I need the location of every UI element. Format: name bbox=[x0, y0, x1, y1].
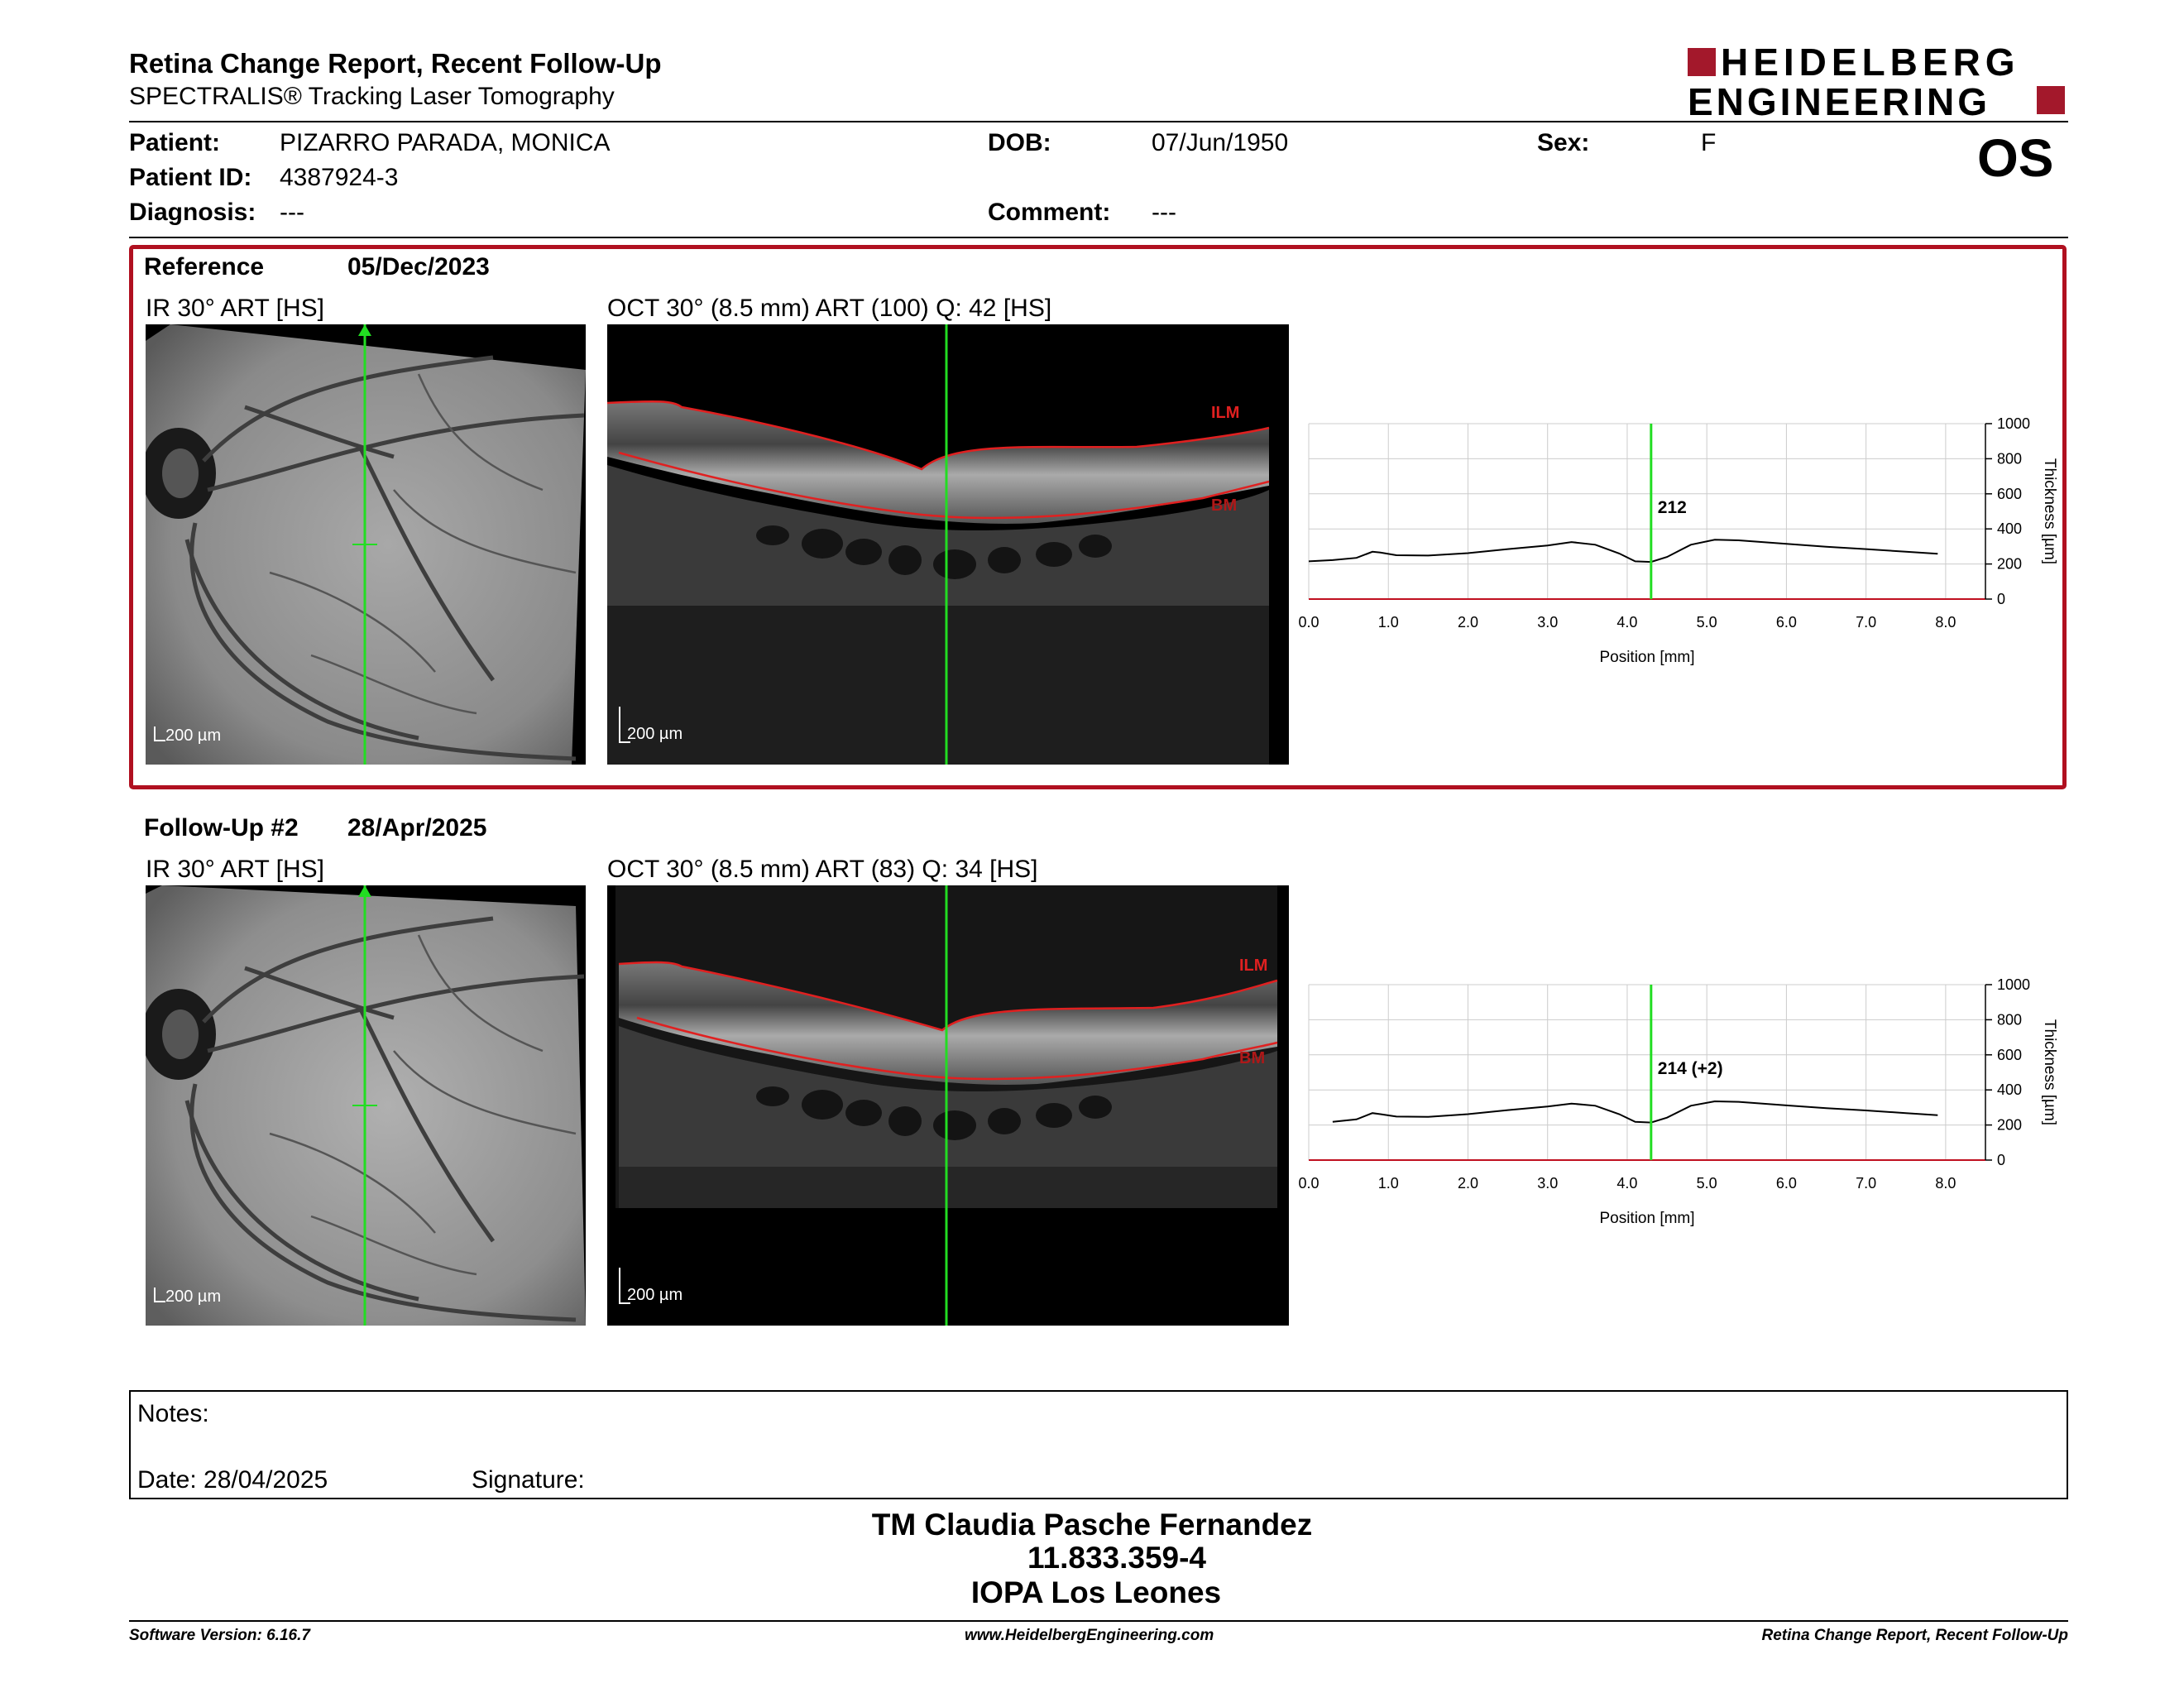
x-tick-label: 0.0 bbox=[1298, 1175, 1319, 1192]
notes-date: Date: 28/04/2025 bbox=[137, 1466, 328, 1494]
cursor-value-label: 212 bbox=[1658, 498, 1687, 517]
x-tick-label: 2.0 bbox=[1458, 1175, 1478, 1192]
x-tick-label: 3.0 bbox=[1537, 1175, 1558, 1192]
comment-label: Comment: bbox=[988, 199, 1111, 226]
fu-ir-scalebar: 200 µm bbox=[165, 1288, 222, 1306]
report-title: Retina Change Report, Recent Follow-Up bbox=[129, 48, 662, 79]
x-tick-label: 4.0 bbox=[1616, 1175, 1637, 1192]
signer-name: TM Claudia Pasche Fernandez bbox=[871, 1508, 1313, 1542]
x-tick-label: 8.0 bbox=[1935, 614, 1956, 631]
ref-ir-scalebar: 200 µm bbox=[165, 727, 222, 745]
fu-ir-caption: IR 30° ART [HS] bbox=[146, 856, 324, 883]
ref-ir-caption: IR 30° ART [HS] bbox=[146, 295, 324, 322]
ref-bm-label: BM bbox=[1211, 496, 1238, 515]
y-tick-label: 200 bbox=[1997, 1117, 2022, 1134]
ref-ilm-label: ILM bbox=[1211, 404, 1240, 422]
ref-ir-fundus-image[interactable]: 200 µm bbox=[141, 324, 586, 765]
followup-date: 28/Apr/2025 bbox=[347, 814, 487, 842]
y-tick-label: 1000 bbox=[1997, 415, 2030, 432]
x-tick-label: 8.0 bbox=[1935, 1175, 1956, 1192]
x-tick-label: 1.0 bbox=[1378, 1175, 1399, 1192]
x-tick-label: 5.0 bbox=[1697, 614, 1717, 631]
ref-thickness-chart: 0.0 1.0 2.0 3.0 4.0 5.0 6.0 7.0 8.0 0 200 400 600 800… bbox=[1298, 415, 2058, 666]
patient-id-label: Patient ID: bbox=[129, 164, 252, 191]
reference-label: Reference bbox=[144, 253, 265, 281]
x-tick-label: 1.0 bbox=[1378, 614, 1399, 631]
x-axis-label: Position [mm] bbox=[1599, 1210, 1694, 1227]
signature-label: Signature: bbox=[472, 1466, 585, 1494]
cursor-value-label: 214 (+2) bbox=[1658, 1059, 1723, 1078]
x-axis-label: Position [mm] bbox=[1599, 649, 1694, 666]
footer-website-link[interactable]: www.HeidelbergEngineering.com bbox=[965, 1627, 1214, 1644]
sex-label: Sex: bbox=[1537, 129, 1590, 156]
x-tick-label: 3.0 bbox=[1537, 614, 1558, 631]
patient-name: PIZARRO PARADA, MONICA bbox=[280, 129, 611, 156]
y-axis-label: Thickness [µm] bbox=[2041, 458, 2058, 564]
y-tick-label: 1000 bbox=[1997, 976, 2030, 993]
fu-thickness-chart: 0.0 1.0 2.0 3.0 4.0 5.0 6.0 7.0 8.0 0 200 400 600 800… bbox=[1298, 976, 2058, 1227]
fu-ilm-label: ILM bbox=[1239, 957, 1268, 975]
y-tick-label: 600 bbox=[1997, 486, 2022, 502]
eye-indicator: OS bbox=[1977, 128, 2054, 188]
fu-oct-caption: OCT 30° (8.5 mm) ART (83) Q: 34 [HS] bbox=[607, 856, 1038, 883]
footer-report-name: Retina Change Report, Recent Follow-Up bbox=[1761, 1627, 2068, 1644]
y-tick-label: 400 bbox=[1997, 520, 2022, 537]
y-tick-label: 0 bbox=[1997, 591, 2005, 607]
sex-value: F bbox=[1701, 129, 1717, 156]
notes-box[interactable]: Notes: Date: 28/04/2025 Signature: bbox=[129, 1390, 2068, 1499]
logo-line1: HEIDELBERG bbox=[1721, 41, 2020, 84]
footer-software-version: Software Version: 6.16.7 bbox=[129, 1627, 310, 1644]
y-tick-label: 0 bbox=[1997, 1152, 2005, 1168]
thickness-series-line bbox=[1308, 539, 1938, 563]
comment-value: --- bbox=[1152, 199, 1176, 226]
y-tick-label: 400 bbox=[1997, 1081, 2022, 1098]
y-tick-label: 200 bbox=[1997, 556, 2022, 573]
dob-label: DOB: bbox=[988, 129, 1051, 156]
dob-value: 07/Jun/1950 bbox=[1152, 129, 1289, 156]
fu-bm-label: BM bbox=[1239, 1049, 1266, 1067]
y-tick-label: 600 bbox=[1997, 1047, 2022, 1063]
x-tick-label: 2.0 bbox=[1458, 614, 1478, 631]
reference-frame bbox=[129, 245, 2067, 789]
x-tick-label: 7.0 bbox=[1856, 1175, 1876, 1192]
report-subtitle: SPECTRALIS® Tracking Laser Tomography bbox=[129, 83, 615, 110]
fu-oct-bscan-image[interactable]: ILM BM 200 µm bbox=[607, 885, 1289, 1326]
fu-ir-fundus-image[interactable]: 200 µm bbox=[141, 885, 586, 1326]
diagnosis-value: --- bbox=[280, 199, 304, 226]
notes-label: Notes: bbox=[137, 1400, 209, 1427]
signer-id: 11.833.359-4 bbox=[1027, 1541, 1207, 1575]
y-axis-label: Thickness [µm] bbox=[2041, 1019, 2058, 1125]
signer-institution: IOPA Los Leones bbox=[970, 1575, 1222, 1609]
logo-line2: ENGINEERING bbox=[1688, 80, 1991, 123]
x-tick-label: 7.0 bbox=[1856, 614, 1876, 631]
x-tick-label: 6.0 bbox=[1776, 1175, 1797, 1192]
thickness-series-line bbox=[1332, 1100, 1938, 1124]
followup-label: Follow-Up #2 bbox=[144, 814, 299, 842]
reference-date: 05/Dec/2023 bbox=[347, 253, 490, 281]
x-tick-label: 4.0 bbox=[1616, 614, 1637, 631]
y-tick-label: 800 bbox=[1997, 1011, 2022, 1028]
x-tick-label: 0.0 bbox=[1298, 614, 1319, 631]
y-tick-label: 800 bbox=[1997, 450, 2022, 467]
fu-oct-scalebar: 200 µm bbox=[627, 1286, 683, 1304]
patient-label: Patient: bbox=[129, 129, 221, 156]
x-tick-label: 6.0 bbox=[1776, 614, 1797, 631]
diagnosis-label: Diagnosis: bbox=[129, 199, 256, 226]
ref-oct-caption: OCT 30° (8.5 mm) ART (100) Q: 42 [HS] bbox=[607, 295, 1052, 322]
patient-id: 4387924-3 bbox=[280, 164, 399, 191]
ref-oct-bscan-image[interactable]: ILM BM 200 µm bbox=[606, 324, 1289, 765]
x-tick-label: 5.0 bbox=[1697, 1175, 1717, 1192]
heidelberg-logo: HEIDELBERG ENGINEERING bbox=[1688, 41, 2068, 123]
ref-oct-scalebar: 200 µm bbox=[627, 725, 683, 743]
